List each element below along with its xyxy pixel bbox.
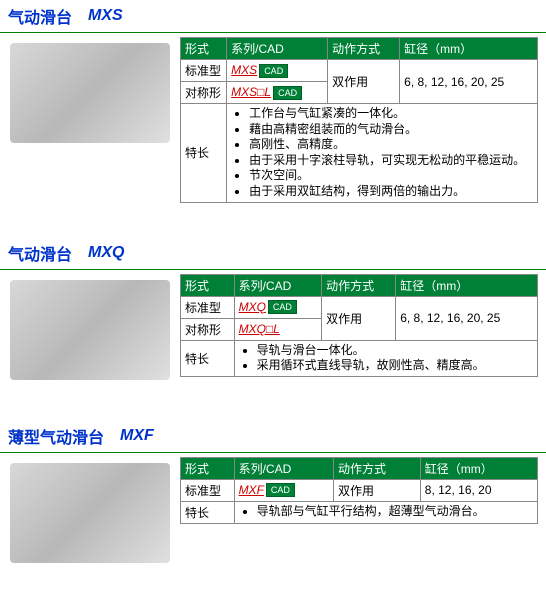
cell-bore: 6, 8, 12, 16, 20, 25: [400, 60, 538, 104]
product-image-box: [0, 33, 180, 153]
section-title-row: 薄型气动滑台 MXF: [0, 420, 546, 453]
section-title-row: 气动滑台 MXQ: [0, 237, 546, 270]
product-section-mxq: 气动滑台MXQ形式系列/CAD动作方式缸径（mm）标准型MXQCAD双作用6, …: [0, 237, 546, 390]
product-image: [10, 463, 170, 563]
cad-badge[interactable]: CAD: [273, 86, 302, 100]
section-title-cn: 气动滑台: [8, 4, 72, 28]
cell-motion: 双作用: [328, 60, 400, 104]
cell-motion: 双作用: [322, 296, 396, 340]
cell-form: 对称形: [181, 318, 235, 340]
section-title-cn: 薄型气动滑台: [8, 424, 104, 448]
spec-table: 形式系列/CAD动作方式缸径（mm）标准型MXQCAD双作用6, 8, 12, …: [180, 274, 538, 377]
header-series: 系列/CAD: [234, 274, 322, 296]
table-row: 标准型MXQCAD双作用6, 8, 12, 16, 20, 25: [181, 296, 538, 318]
header-bore: 缸径（mm）: [420, 457, 537, 479]
table-row: 标准型MXSCAD双作用6, 8, 12, 16, 20, 25: [181, 60, 538, 82]
header-motion: 动作方式: [328, 38, 400, 60]
cell-motion: 双作用: [334, 479, 421, 501]
section-title-cn: 气动滑台: [8, 241, 72, 265]
product-section-mxf: 薄型气动滑台MXF形式系列/CAD动作方式缸径（mm）标准型MXFCAD双作用8…: [0, 420, 546, 573]
cell-bore: 6, 8, 12, 16, 20, 25: [396, 296, 538, 340]
model-link[interactable]: MXQ: [239, 300, 266, 314]
cell-series: MXQ□L: [234, 318, 322, 340]
header-motion: 动作方式: [334, 457, 421, 479]
feature-item: 由于采用十字滚柱导轨，可实现无松动的平稳运动。: [249, 153, 533, 169]
cell-features-label: 特长: [181, 104, 227, 203]
cell-bore: 8, 12, 16, 20: [420, 479, 537, 501]
header-series: 系列/CAD: [234, 457, 333, 479]
feature-item: 由于采用双缸结构，得到两倍的输出力。: [249, 184, 533, 200]
header-form: 形式: [181, 457, 235, 479]
product-image: [10, 280, 170, 380]
cad-badge[interactable]: CAD: [268, 300, 297, 314]
section-title-model: MXQ: [88, 244, 124, 262]
cell-form: 标准型: [181, 296, 235, 318]
cell-form: 标准型: [181, 479, 235, 501]
feature-item: 采用循环式直线导轨，故刚性高、精度高。: [257, 358, 533, 374]
header-bore: 缸径（mm）: [396, 274, 538, 296]
cell-features: 导轨部与气缸平行结构，超薄型气动滑台。: [234, 501, 537, 523]
model-link[interactable]: MXF: [239, 483, 264, 497]
model-link[interactable]: MXQ□L: [239, 322, 280, 336]
cell-features-label: 特长: [181, 340, 235, 376]
cad-badge[interactable]: CAD: [259, 64, 288, 78]
cell-series: MXS□LCAD: [227, 82, 328, 104]
product-image: [10, 43, 170, 143]
feature-item: 高刚性、高精度。: [249, 137, 533, 153]
cell-series: MXFCAD: [234, 479, 333, 501]
spec-table-box: 形式系列/CAD动作方式缸径（mm）标准型MXQCAD双作用6, 8, 12, …: [180, 270, 546, 381]
spec-table-box: 形式系列/CAD动作方式缸径（mm）标准型MXSCAD双作用6, 8, 12, …: [180, 33, 546, 207]
header-motion: 动作方式: [322, 274, 396, 296]
section-title-model: MXF: [120, 427, 154, 445]
cell-features: 工作台与气缸紧凑的一体化。藉由高精密组装而的气动滑台。高刚性、高精度。由于采用十…: [227, 104, 538, 203]
feature-item: 导轨与滑台一体化。: [257, 343, 533, 359]
table-row: 标准型MXFCAD双作用8, 12, 16, 20: [181, 479, 538, 501]
feature-item: 藉由高精密组装而的气动滑台。: [249, 122, 533, 138]
cad-badge[interactable]: CAD: [266, 483, 295, 497]
product-image-box: [0, 270, 180, 390]
header-series: 系列/CAD: [227, 38, 328, 60]
cell-features: 导轨与滑台一体化。采用循环式直线导轨，故刚性高、精度高。: [234, 340, 537, 376]
feature-item: 导轨部与气缸平行结构，超薄型气动滑台。: [257, 504, 533, 520]
feature-item: 工作台与气缸紧凑的一体化。: [249, 106, 533, 122]
cell-series: MXSCAD: [227, 60, 328, 82]
features-list: 导轨部与气缸平行结构，超薄型气动滑台。: [239, 504, 533, 520]
product-section-mxs: 气动滑台MXS形式系列/CAD动作方式缸径（mm）标准型MXSCAD双作用6, …: [0, 0, 546, 207]
features-list: 导轨与滑台一体化。采用循环式直线导轨，故刚性高、精度高。: [239, 343, 533, 374]
spec-table-box: 形式系列/CAD动作方式缸径（mm）标准型MXFCAD双作用8, 12, 16,…: [180, 453, 546, 528]
section-content-row: 形式系列/CAD动作方式缸径（mm）标准型MXQCAD双作用6, 8, 12, …: [0, 270, 546, 390]
product-image-box: [0, 453, 180, 573]
header-form: 形式: [181, 38, 227, 60]
section-title-row: 气动滑台 MXS: [0, 0, 546, 33]
spec-table: 形式系列/CAD动作方式缸径（mm）标准型MXSCAD双作用6, 8, 12, …: [180, 37, 538, 203]
section-title-model: MXS: [88, 7, 123, 25]
features-list: 工作台与气缸紧凑的一体化。藉由高精密组装而的气动滑台。高刚性、高精度。由于采用十…: [231, 106, 533, 200]
cell-features-label: 特长: [181, 501, 235, 523]
section-content-row: 形式系列/CAD动作方式缸径（mm）标准型MXSCAD双作用6, 8, 12, …: [0, 33, 546, 207]
spec-table: 形式系列/CAD动作方式缸径（mm）标准型MXFCAD双作用8, 12, 16,…: [180, 457, 538, 524]
section-content-row: 形式系列/CAD动作方式缸径（mm）标准型MXFCAD双作用8, 12, 16,…: [0, 453, 546, 573]
cell-series: MXQCAD: [234, 296, 322, 318]
header-bore: 缸径（mm）: [400, 38, 538, 60]
cell-form: 标准型: [181, 60, 227, 82]
feature-item: 节次空间。: [249, 168, 533, 184]
model-link[interactable]: MXS□L: [231, 85, 271, 99]
model-link[interactable]: MXS: [231, 63, 257, 77]
cell-form: 对称形: [181, 82, 227, 104]
header-form: 形式: [181, 274, 235, 296]
